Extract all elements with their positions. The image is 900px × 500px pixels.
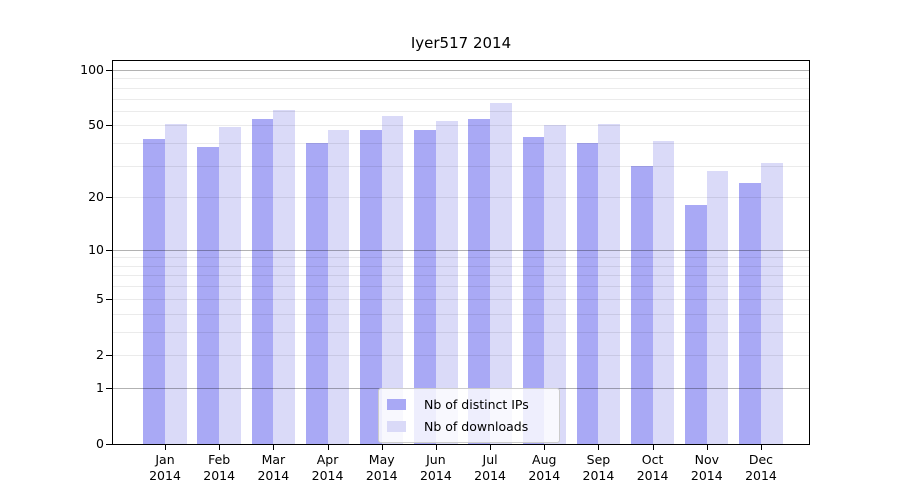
major-gridline — [113, 249, 809, 251]
x-tick-label: May 2014 — [365, 452, 398, 483]
minor-gridline — [113, 354, 809, 356]
minor-gridline — [113, 87, 809, 89]
minor-gridline — [113, 143, 809, 145]
minor-gridline — [113, 197, 809, 199]
x-tick-label: Apr 2014 — [311, 452, 344, 483]
x-tick-mark — [435, 445, 437, 450]
y-tick-mark — [106, 249, 112, 251]
y-tick-label: 50 — [88, 117, 104, 133]
bar-downloads — [219, 126, 241, 444]
minor-gridline — [113, 257, 809, 259]
major-gridline — [113, 69, 809, 71]
minor-gridline — [113, 265, 809, 267]
legend-swatch-ips-icon — [387, 399, 406, 410]
y-tick-mark — [106, 69, 112, 71]
x-tick-label: Feb 2014 — [203, 452, 236, 483]
bar-distinct-ips — [414, 130, 436, 444]
y-tick-mark — [106, 387, 112, 389]
y-tick-label: 5 — [96, 290, 104, 306]
x-tick-mark — [760, 445, 762, 450]
y-tick-label: 100 — [80, 61, 104, 77]
y-tick-label: 0 — [96, 436, 104, 451]
bar-distinct-ips — [739, 183, 761, 444]
minor-gridline — [113, 110, 809, 112]
y-tick-label: 1 — [96, 379, 104, 395]
chart-title: Iyer517 2014 — [410, 34, 512, 52]
y-tick-mark — [106, 298, 112, 300]
x-tick-mark — [652, 445, 654, 450]
y-tick-label: 10 — [88, 241, 104, 257]
bar-distinct-ips — [522, 137, 545, 444]
x-tick-label: Dec 2014 — [745, 452, 777, 483]
bar-distinct-ips — [630, 165, 653, 444]
bar-downloads — [435, 120, 458, 444]
minor-gridline — [113, 125, 809, 127]
minor-gridline — [113, 165, 809, 167]
x-tick-mark — [706, 445, 708, 450]
x-tick-mark — [544, 445, 546, 450]
bar-downloads — [706, 171, 729, 444]
x-tick-label: Jul 2014 — [474, 452, 506, 483]
y-tick-mark — [106, 197, 112, 199]
minor-gridline — [113, 313, 809, 315]
legend: Nb of distinct IPs Nb of downloads — [378, 388, 560, 443]
legend-swatch-downloads-icon — [387, 421, 406, 432]
bar-downloads — [598, 123, 621, 444]
x-tick-label: Oct 2014 — [636, 452, 669, 483]
plot-area: Nb of distinct IPs Nb of downloads — [112, 60, 810, 445]
x-tick-label: Jan 2014 — [149, 452, 181, 483]
bar-distinct-ips — [251, 119, 274, 444]
minor-gridline — [113, 98, 809, 100]
bar-downloads — [760, 163, 783, 444]
minor-gridline — [113, 286, 809, 288]
bar-distinct-ips — [360, 130, 382, 444]
bar-downloads — [327, 130, 350, 444]
legend-item-distinct-ips: Nb of distinct IPs — [387, 395, 551, 414]
bar-downloads — [381, 116, 404, 444]
y-tick-mark — [106, 444, 112, 445]
bar-distinct-ips — [576, 143, 599, 444]
minor-gridline — [113, 298, 809, 300]
minor-gridline — [113, 331, 809, 333]
bar-downloads — [273, 109, 296, 444]
minor-gridline — [113, 78, 809, 80]
bar-downloads — [544, 125, 566, 444]
y-tick-label: 20 — [88, 189, 104, 205]
x-tick-label: Nov 2014 — [690, 452, 723, 483]
x-tick-mark — [381, 445, 383, 450]
minor-gridline — [113, 275, 809, 277]
x-tick-mark — [273, 445, 275, 450]
bar-downloads — [652, 141, 675, 444]
bar-distinct-ips — [305, 143, 328, 444]
bar-distinct-ips — [468, 119, 491, 444]
legend-label-downloads: Nb of downloads — [424, 419, 529, 434]
x-tick-label: Sep 2014 — [582, 452, 615, 483]
x-tick-label: Aug 2014 — [528, 452, 561, 483]
x-tick-mark — [165, 445, 166, 450]
x-tick-mark — [490, 445, 492, 450]
bar-downloads — [165, 123, 187, 444]
bar-downloads — [490, 103, 512, 444]
x-tick-label: Mar 2014 — [257, 452, 290, 483]
legend-item-downloads: Nb of downloads — [387, 417, 551, 436]
x-tick-label: Jun 2014 — [419, 452, 452, 483]
x-tick-mark — [598, 445, 600, 450]
x-tick-mark — [327, 445, 329, 450]
bar-distinct-ips — [685, 205, 707, 444]
bar-distinct-ips — [143, 139, 165, 444]
bar-distinct-ips — [197, 147, 220, 444]
y-tick-label: 2 — [96, 346, 104, 362]
y-tick-mark — [106, 354, 112, 356]
legend-label-distinct-ips: Nb of distinct IPs — [424, 397, 529, 412]
y-tick-mark — [106, 125, 112, 127]
x-tick-mark — [219, 445, 221, 450]
